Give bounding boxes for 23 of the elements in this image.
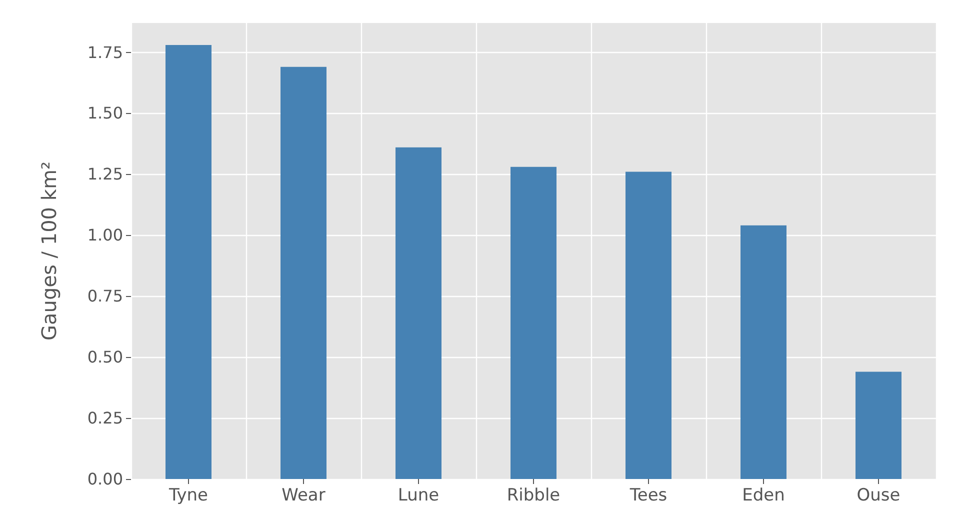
bar	[626, 172, 672, 479]
y-tick-label: 0.50	[87, 348, 123, 367]
x-tick-label: Ouse	[856, 486, 900, 506]
x-tick-label: Ribble	[506, 486, 560, 506]
bar	[510, 166, 556, 479]
y-axis-title: Gauges / 100 km²	[37, 162, 61, 340]
x-tick-label: Eden	[742, 486, 785, 506]
y-tick-label: 1.00	[87, 226, 123, 245]
x-tick-label: Tyne	[168, 486, 208, 506]
y-tick-label: 1.50	[87, 104, 123, 123]
y-tick-label: 1.75	[87, 42, 123, 62]
y-tick-label: 0.25	[87, 408, 123, 428]
y-tick-label: 0.00	[87, 470, 123, 488]
bar	[166, 44, 212, 479]
x-tick-label: Tees	[628, 486, 668, 506]
x-tick-label: Wear	[282, 486, 326, 506]
y-tick-label: 0.75	[87, 286, 123, 306]
x-tick-label: Lune	[398, 486, 440, 506]
bar	[280, 66, 326, 479]
bar	[856, 372, 902, 479]
bar	[740, 225, 786, 479]
y-tick-label: 1.25	[87, 164, 123, 184]
bar	[396, 147, 442, 479]
